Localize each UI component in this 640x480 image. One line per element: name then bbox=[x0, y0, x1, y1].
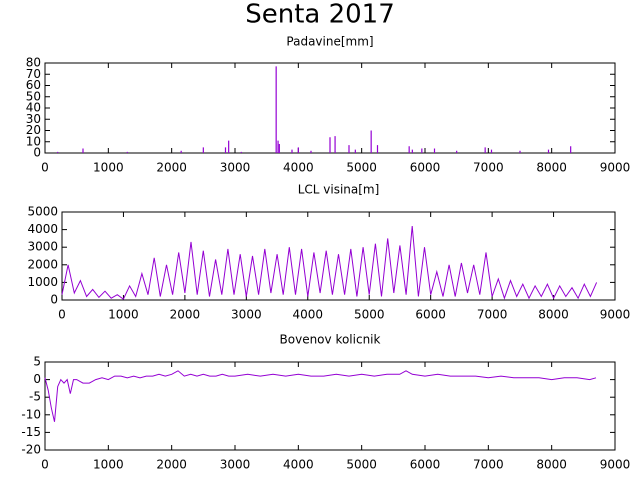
y-tick-label: -20 bbox=[21, 443, 41, 457]
y-tick-label: -10 bbox=[21, 407, 41, 421]
y-tick-label: 5000 bbox=[27, 205, 58, 219]
x-tick-label: 9000 bbox=[600, 458, 631, 472]
y-tick-label: -5 bbox=[29, 390, 41, 404]
subplot-title: Bovenov kolicnik bbox=[280, 333, 381, 347]
x-tick-label: 3000 bbox=[220, 161, 251, 175]
x-tick-label: 5000 bbox=[346, 161, 377, 175]
y-tick-label: 30 bbox=[26, 112, 41, 126]
x-tick-label: 1000 bbox=[108, 308, 139, 322]
y-tick-label: 4000 bbox=[27, 222, 58, 236]
x-tick-label: 4000 bbox=[283, 458, 314, 472]
x-tick-label: 8000 bbox=[536, 161, 567, 175]
plot-frame bbox=[61, 211, 616, 301]
y-tick-label: 40 bbox=[26, 101, 41, 115]
y-tick-label: 1000 bbox=[27, 275, 58, 289]
y-tick-label: 50 bbox=[26, 89, 41, 103]
x-tick-label: 0 bbox=[58, 308, 66, 322]
subplot-title: Padavine[mm] bbox=[286, 35, 373, 49]
x-tick-label: 4000 bbox=[293, 308, 324, 322]
y-tick-label: 80 bbox=[26, 56, 41, 70]
x-tick-label: 4000 bbox=[283, 161, 314, 175]
y-tick-label: 70 bbox=[26, 67, 41, 81]
x-tick-label: 3000 bbox=[231, 308, 262, 322]
x-tick-label: 2000 bbox=[156, 458, 187, 472]
subplot-title: LCL visina[m] bbox=[298, 183, 380, 197]
x-tick-label: 8000 bbox=[538, 308, 569, 322]
y-tick-label: 5 bbox=[33, 355, 41, 369]
y-tick-label: 3000 bbox=[27, 240, 58, 254]
x-tick-label: 7000 bbox=[473, 458, 504, 472]
x-tick-label: 1000 bbox=[93, 161, 124, 175]
x-tick-label: 0 bbox=[41, 458, 49, 472]
y-tick-label: 10 bbox=[26, 134, 41, 148]
y-tick-label: -15 bbox=[21, 425, 41, 439]
x-tick-label: 7000 bbox=[473, 161, 504, 175]
x-tick-label: 5000 bbox=[354, 308, 385, 322]
x-tick-label: 2000 bbox=[170, 308, 201, 322]
x-tick-label: 2000 bbox=[156, 161, 187, 175]
x-tick-label: 6000 bbox=[410, 458, 441, 472]
y-tick-label: 20 bbox=[26, 123, 41, 137]
data-line bbox=[44, 370, 597, 422]
data-line bbox=[61, 226, 598, 300]
x-tick-label: 9000 bbox=[600, 308, 631, 322]
x-tick-label: 6000 bbox=[410, 161, 441, 175]
x-tick-label: 3000 bbox=[220, 458, 251, 472]
plot-frame bbox=[44, 361, 616, 451]
x-tick-label: 1000 bbox=[93, 458, 124, 472]
x-tick-label: 0 bbox=[41, 161, 49, 175]
x-tick-label: 9000 bbox=[600, 161, 631, 175]
x-tick-label: 6000 bbox=[415, 308, 446, 322]
y-tick-label: 0 bbox=[33, 146, 41, 160]
page-title: Senta 2017 bbox=[245, 0, 395, 30]
y-tick-label: 60 bbox=[26, 78, 41, 92]
y-tick-label: 2000 bbox=[27, 257, 58, 271]
x-tick-label: 8000 bbox=[536, 458, 567, 472]
y-tick-label: 0 bbox=[33, 372, 41, 386]
x-tick-label: 5000 bbox=[346, 458, 377, 472]
x-tick-label: 7000 bbox=[477, 308, 508, 322]
y-tick-label: 0 bbox=[50, 293, 58, 307]
